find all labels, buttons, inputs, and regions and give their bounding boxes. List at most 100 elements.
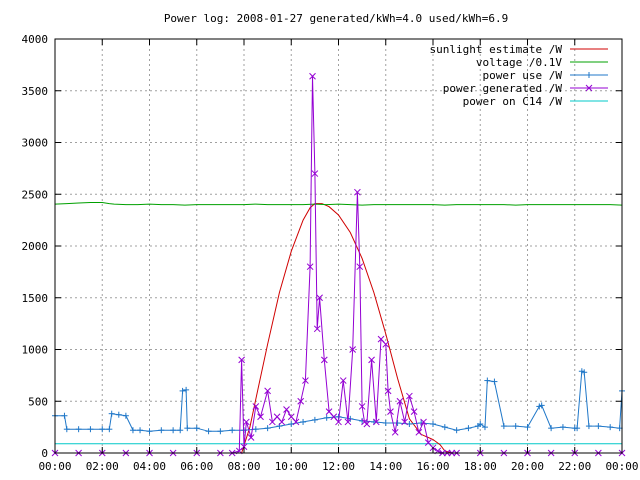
data-point bbox=[87, 426, 94, 433]
data-point bbox=[300, 418, 307, 425]
cross-marker bbox=[339, 377, 347, 384]
data-point bbox=[137, 427, 144, 434]
y-tick-label: 500 bbox=[28, 395, 48, 408]
cross-marker bbox=[391, 428, 399, 436]
data-point bbox=[382, 419, 389, 426]
data-point bbox=[311, 170, 319, 177]
cross-marker bbox=[264, 387, 271, 395]
data-point bbox=[415, 428, 423, 436]
data-point bbox=[524, 424, 531, 431]
cross-marker bbox=[297, 397, 305, 405]
cross-marker bbox=[238, 356, 245, 364]
cross-marker bbox=[243, 418, 250, 426]
data-point bbox=[170, 427, 177, 434]
data-point bbox=[146, 428, 153, 435]
cross-marker bbox=[330, 413, 338, 421]
data-point bbox=[581, 369, 588, 376]
y-tick-label: 2500 bbox=[22, 188, 49, 201]
data-point bbox=[430, 421, 436, 428]
data-point bbox=[179, 387, 186, 394]
cross-marker bbox=[302, 377, 309, 384]
cross-marker bbox=[377, 335, 385, 343]
data-point bbox=[63, 426, 70, 433]
data-point bbox=[115, 411, 122, 418]
cross-marker bbox=[344, 418, 352, 426]
data-point bbox=[607, 424, 614, 431]
cross-marker bbox=[311, 170, 319, 177]
x-tick-label: 18:00 bbox=[464, 460, 497, 473]
legend-item: power on C14 /W bbox=[463, 95, 608, 108]
data-point bbox=[184, 425, 191, 432]
data-point bbox=[243, 418, 250, 426]
legend-marker bbox=[585, 84, 593, 92]
data-point bbox=[306, 263, 314, 271]
legend-label: voltage /0.1V bbox=[476, 56, 562, 69]
data-point bbox=[453, 427, 460, 434]
x-tick-label: 02:00 bbox=[86, 460, 119, 473]
data-point bbox=[99, 426, 106, 433]
data-point bbox=[122, 412, 129, 419]
data-point bbox=[238, 356, 245, 364]
x-tick-label: 08:00 bbox=[227, 460, 260, 473]
data-point bbox=[384, 387, 392, 395]
data-point bbox=[406, 392, 413, 400]
legend-item: voltage /0.1V bbox=[476, 56, 608, 69]
data-point bbox=[481, 424, 488, 431]
legend-label: power on C14 /W bbox=[463, 95, 563, 108]
data-point bbox=[205, 428, 212, 435]
cross-marker bbox=[401, 418, 409, 426]
data-point bbox=[354, 188, 361, 196]
cross-marker bbox=[287, 413, 295, 421]
x-tick-label: 22:00 bbox=[558, 460, 591, 473]
data-point bbox=[247, 434, 255, 441]
x-tick-label: 12:00 bbox=[322, 460, 355, 473]
data-point bbox=[339, 377, 347, 384]
cross-marker bbox=[316, 294, 323, 302]
cross-marker bbox=[356, 263, 364, 271]
data-point bbox=[344, 418, 352, 426]
legend-label: sunlight estimate /W bbox=[430, 43, 563, 56]
cross-marker bbox=[320, 356, 328, 364]
data-point bbox=[229, 427, 236, 434]
data-point bbox=[311, 416, 318, 423]
data-point bbox=[309, 72, 316, 80]
legend-item: power use /W bbox=[483, 69, 608, 82]
legend-item: power generated /W bbox=[443, 82, 608, 95]
data-point bbox=[491, 378, 498, 385]
data-point bbox=[512, 423, 519, 430]
data-point bbox=[372, 418, 380, 426]
series-line bbox=[54, 202, 623, 206]
data-point bbox=[465, 425, 472, 432]
data-point bbox=[108, 410, 115, 417]
data-point bbox=[75, 426, 82, 433]
cross-marker bbox=[306, 263, 314, 271]
data-point bbox=[297, 397, 305, 405]
data-point bbox=[264, 425, 271, 432]
cross-marker bbox=[257, 413, 264, 421]
cross-marker bbox=[384, 387, 392, 395]
data-point bbox=[240, 443, 248, 451]
data-point bbox=[183, 386, 190, 393]
cross-marker bbox=[349, 346, 357, 353]
cross-marker bbox=[387, 408, 394, 415]
cross-marker bbox=[309, 72, 316, 80]
data-point bbox=[320, 356, 328, 364]
cross-marker bbox=[382, 340, 390, 348]
data-point bbox=[595, 423, 602, 430]
data-point bbox=[548, 425, 555, 432]
data-point bbox=[500, 423, 507, 430]
data-point bbox=[356, 263, 364, 271]
data-point bbox=[193, 425, 200, 432]
cross-marker bbox=[325, 408, 333, 415]
data-point bbox=[316, 294, 323, 302]
x-tick-label: 14:00 bbox=[369, 460, 402, 473]
y-tick-label: 0 bbox=[41, 447, 48, 460]
y-tick-label: 3000 bbox=[22, 137, 49, 150]
grid-layer bbox=[55, 39, 622, 453]
x-tick-label: 06:00 bbox=[180, 460, 213, 473]
y-tick-label: 2000 bbox=[22, 240, 49, 253]
data-point bbox=[335, 418, 342, 426]
data-point bbox=[106, 426, 113, 433]
cross-marker bbox=[273, 413, 281, 421]
